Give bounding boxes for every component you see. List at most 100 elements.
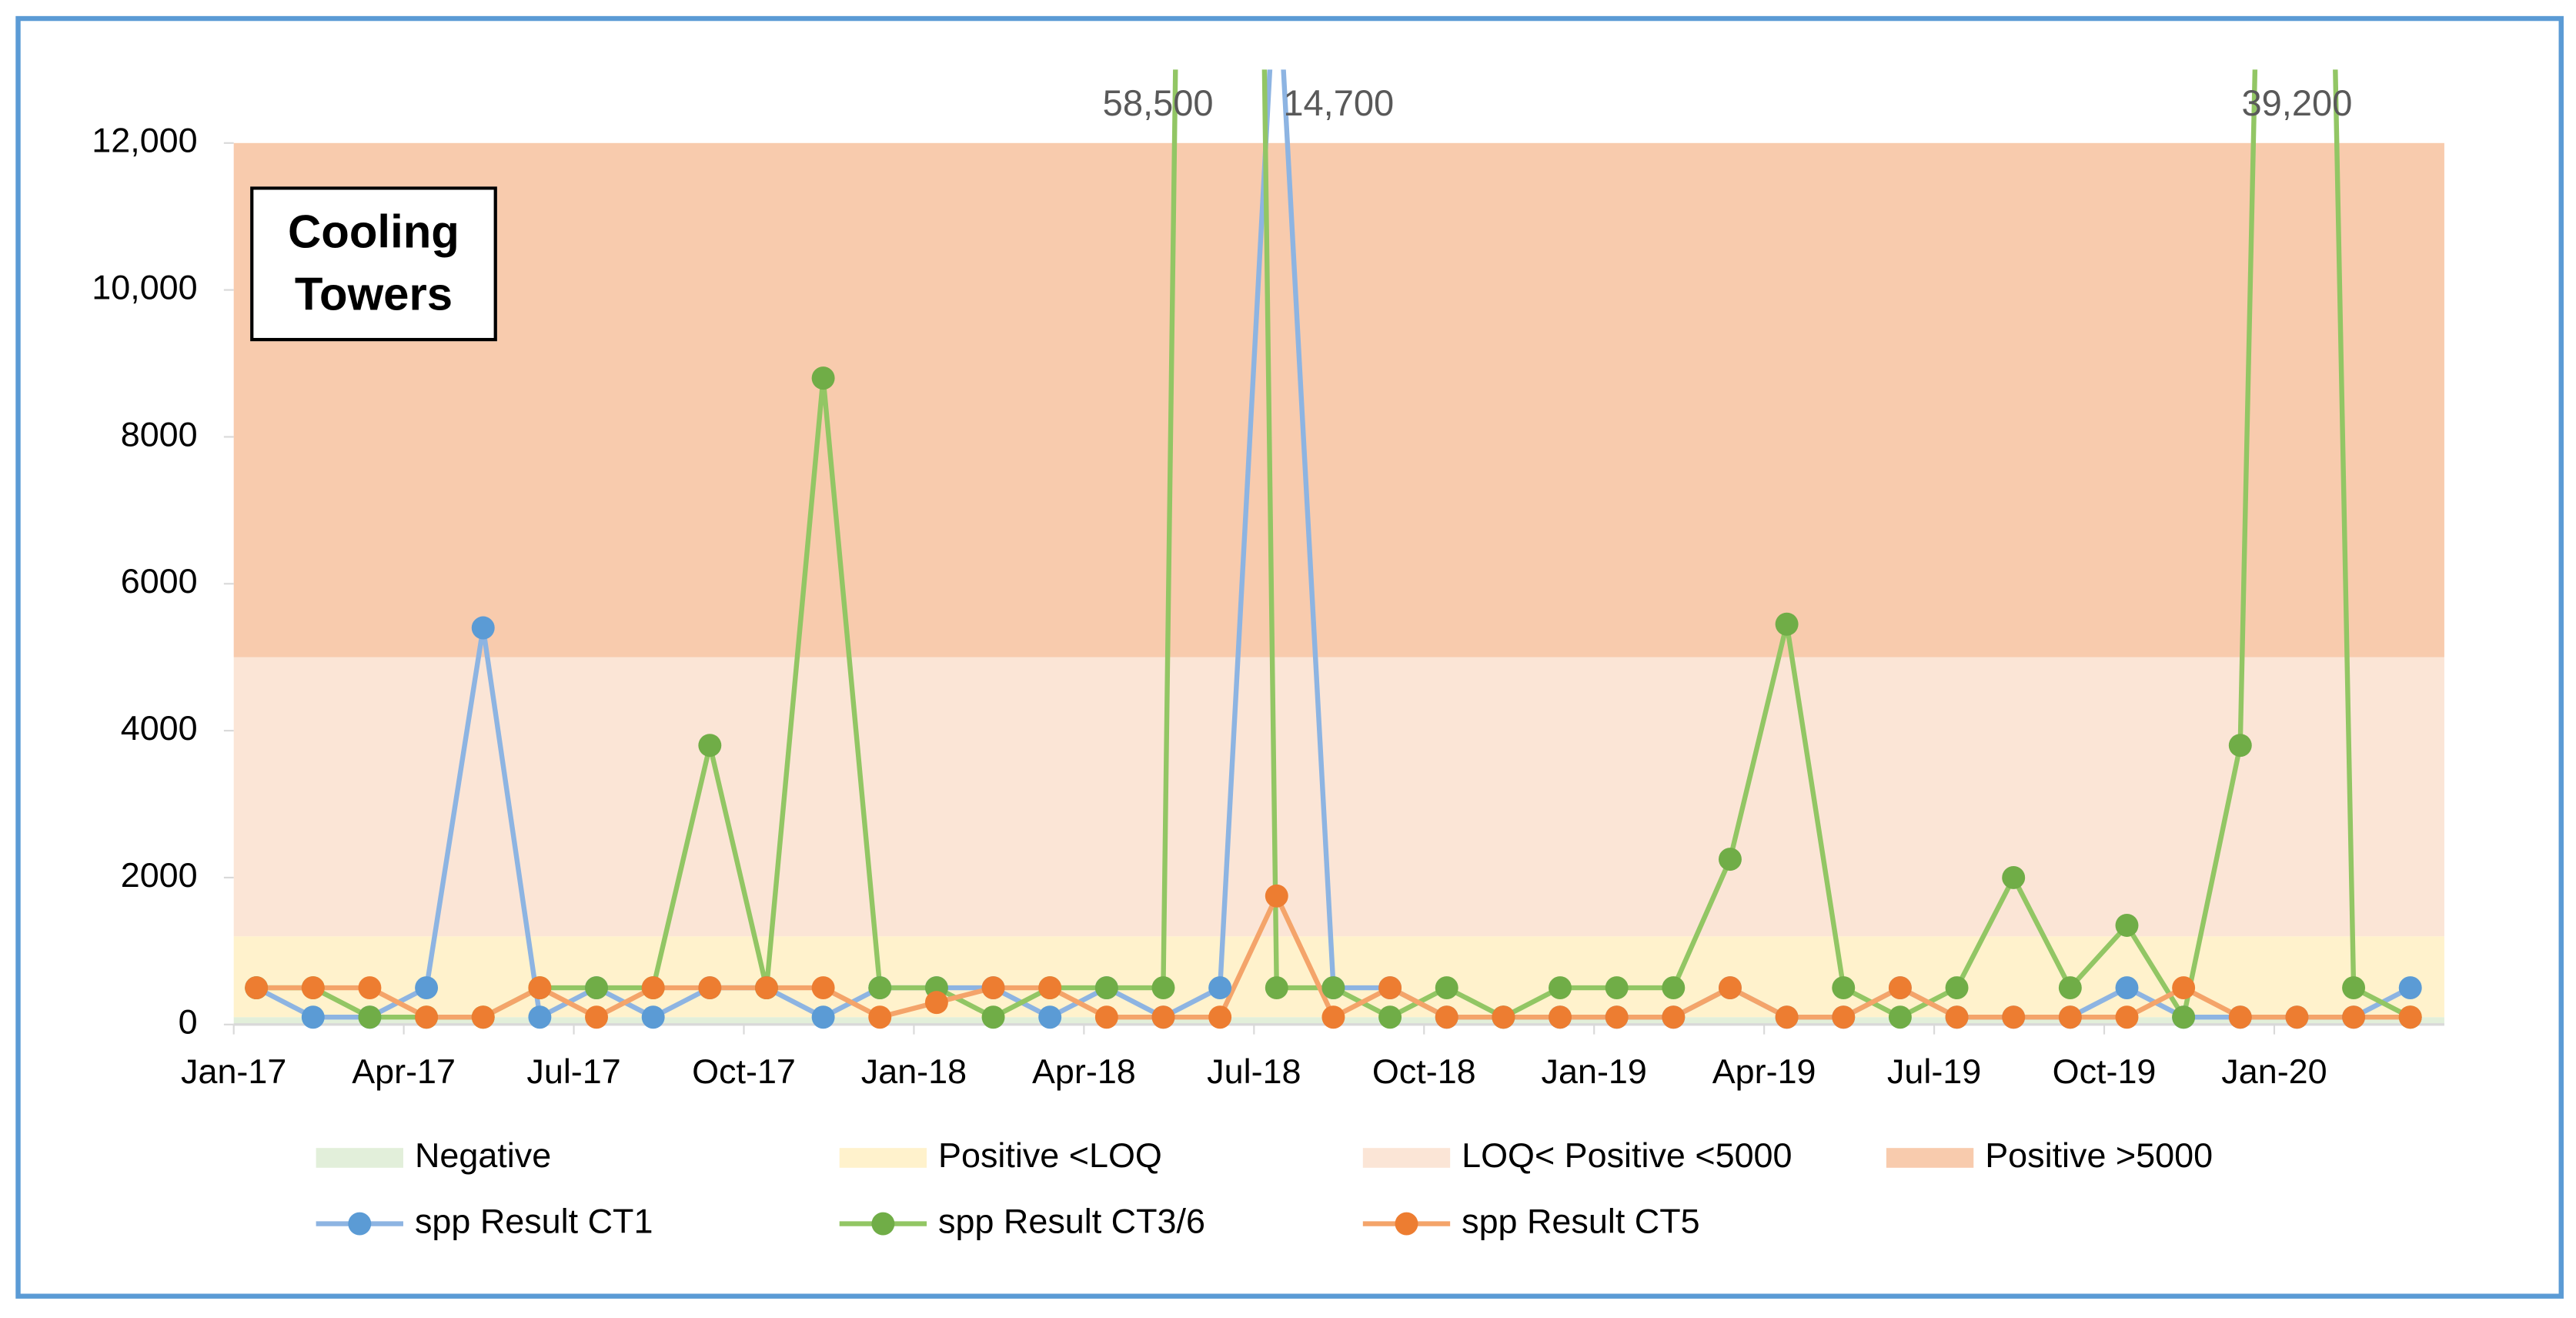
data-point bbox=[1832, 976, 1856, 1000]
bands bbox=[233, 142, 2444, 1025]
data-point bbox=[1662, 1005, 1686, 1029]
data-label: 58,500 bbox=[1103, 82, 1214, 123]
legend-swatch bbox=[316, 1148, 403, 1168]
data-point bbox=[2002, 865, 2026, 889]
data-point bbox=[1549, 976, 1572, 1000]
data-label: 39,200 bbox=[2241, 82, 2352, 123]
data-point bbox=[1038, 976, 1062, 1000]
data-point bbox=[1549, 1005, 1572, 1029]
data-point bbox=[1888, 976, 1912, 1000]
data-point bbox=[2002, 1005, 2026, 1029]
data-point bbox=[2058, 1005, 2082, 1029]
data-point bbox=[245, 976, 269, 1000]
band bbox=[233, 142, 2444, 657]
data-point bbox=[1718, 848, 1742, 871]
legend-label: Positive >5000 bbox=[1985, 1136, 2213, 1175]
data-point bbox=[2115, 976, 2139, 1000]
data-point bbox=[1435, 1005, 1458, 1029]
data-point bbox=[868, 976, 892, 1000]
y-tick-label: 8000 bbox=[121, 414, 198, 453]
legend-label: spp Result CT3/6 bbox=[938, 1201, 1205, 1240]
y-tick-label: 6000 bbox=[121, 561, 198, 600]
data-point bbox=[1662, 976, 1686, 1000]
data-point bbox=[585, 976, 608, 1000]
legend-label: spp Result CT1 bbox=[415, 1201, 653, 1240]
data-point bbox=[981, 976, 1005, 1000]
data-point bbox=[2115, 913, 2139, 937]
data-point bbox=[641, 976, 665, 1000]
data-point bbox=[698, 976, 722, 1000]
x-tick-label: Apr-19 bbox=[1712, 1052, 1816, 1091]
data-point bbox=[2228, 1005, 2252, 1029]
data-point bbox=[471, 1005, 495, 1029]
y-tick-label: 4000 bbox=[121, 708, 198, 748]
data-point bbox=[358, 1005, 382, 1029]
data-point bbox=[811, 366, 835, 390]
x-tick-label: Oct-17 bbox=[692, 1052, 796, 1091]
data-point bbox=[1492, 1005, 1515, 1029]
x-tick-label: Jan-18 bbox=[861, 1052, 967, 1091]
x-tick-label: Apr-17 bbox=[352, 1052, 456, 1091]
data-point bbox=[1265, 976, 1288, 1000]
x-tick-label: Jan-20 bbox=[2221, 1052, 2327, 1091]
data-point bbox=[2115, 1005, 2139, 1029]
data-point bbox=[1094, 1005, 1118, 1029]
data-point bbox=[358, 976, 382, 1000]
data-point bbox=[1775, 612, 1799, 636]
data-point bbox=[1775, 1005, 1799, 1029]
data-point bbox=[1945, 1005, 1969, 1029]
legend-marker bbox=[871, 1212, 895, 1236]
data-point bbox=[1378, 1005, 1402, 1029]
chart-title: Cooling Towers bbox=[250, 186, 497, 342]
data-point bbox=[1321, 976, 1345, 1000]
x-tick-label: Oct-18 bbox=[1372, 1052, 1476, 1091]
data-point bbox=[1378, 976, 1402, 1000]
data-point bbox=[1094, 976, 1118, 1000]
legend-swatch bbox=[839, 1148, 927, 1168]
inset-title-box: Cooling Towers bbox=[250, 186, 497, 342]
x-tick-label: Jan-19 bbox=[1542, 1052, 1647, 1091]
band bbox=[233, 657, 2444, 937]
data-point bbox=[2342, 976, 2366, 1000]
series-lines bbox=[245, 69, 2422, 1029]
legend: Negative Positive <LOQ LOQ< Positive <5000… bbox=[316, 1136, 2213, 1240]
data-point bbox=[1435, 976, 1458, 1000]
x-tick-label: Jan-17 bbox=[181, 1052, 286, 1091]
data-point bbox=[811, 976, 835, 1000]
legend-marker bbox=[1395, 1212, 1418, 1236]
data-point bbox=[924, 991, 948, 1015]
data-point bbox=[754, 976, 778, 1000]
data-point bbox=[1888, 1005, 1912, 1029]
data-point bbox=[585, 1005, 608, 1029]
data-point bbox=[2398, 1005, 2422, 1029]
data-point bbox=[1718, 976, 1742, 1000]
data-point bbox=[415, 976, 439, 1000]
data-point bbox=[1151, 1005, 1175, 1029]
data-point bbox=[698, 734, 722, 758]
data-point bbox=[2172, 1005, 2196, 1029]
data-point bbox=[1945, 976, 1969, 1000]
data-point bbox=[2342, 1005, 2366, 1029]
legend-label: LOQ< Positive <5000 bbox=[1462, 1136, 1792, 1175]
y-tick-label: 12,000 bbox=[92, 121, 197, 160]
data-point bbox=[981, 1005, 1005, 1029]
legend-swatch bbox=[1886, 1148, 1974, 1168]
data-point bbox=[1151, 976, 1175, 1000]
band bbox=[233, 936, 2444, 1018]
data-point bbox=[528, 1005, 552, 1029]
axes: 0 2000 4000 6000 8000 10,000 12,000 Jan-17 Apr-1… bbox=[92, 121, 2444, 1091]
data-point bbox=[1265, 884, 1288, 908]
value-labels: 14,700 58,500 39,200 bbox=[1103, 82, 2353, 123]
x-tick-label: Jul-18 bbox=[1207, 1052, 1301, 1091]
x-tick-label: Oct-19 bbox=[2053, 1052, 2157, 1091]
legend-label: Positive <LOQ bbox=[938, 1136, 1162, 1175]
data-point bbox=[1605, 1005, 1629, 1029]
data-point bbox=[1038, 1005, 1062, 1029]
legend-swatch bbox=[1362, 1148, 1451, 1168]
data-point bbox=[301, 976, 325, 1000]
x-tick-label: Jul-17 bbox=[526, 1052, 620, 1091]
data-point bbox=[301, 1005, 325, 1029]
data-point bbox=[641, 1005, 665, 1029]
